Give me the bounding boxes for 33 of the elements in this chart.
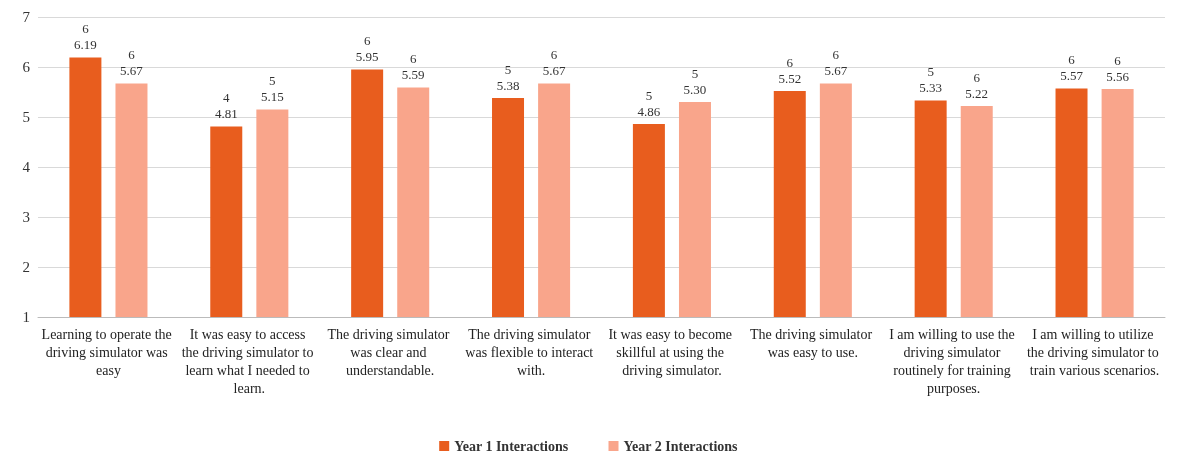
data-label: 6 5.52 bbox=[778, 54, 802, 86]
data-label: 5 5.15 bbox=[260, 73, 284, 104]
y-tick-label: 2 bbox=[22, 259, 30, 275]
x-tick-label: I am willing to utilize the driving simulator to train various scenarios. bbox=[1026, 326, 1163, 378]
data-label: 6 5.22 bbox=[965, 69, 989, 101]
legend-label: Year 2 Interactions bbox=[623, 438, 739, 454]
data-label: 5 4.86 bbox=[637, 87, 661, 119]
y-tick-label: 5 bbox=[22, 109, 30, 125]
y-tick-label: 4 bbox=[22, 159, 31, 175]
data-label: 6 5.67 bbox=[120, 47, 144, 78]
x-tick-label: I am willing to use the driving simulator routinely for training purposes. bbox=[889, 326, 1019, 396]
data-label: 6 5.56 bbox=[1106, 52, 1130, 84]
data-label: 6 5.95 bbox=[355, 33, 379, 64]
legend-label: Year 1 Interactions bbox=[454, 438, 569, 454]
data-label: 5 5.30 bbox=[683, 65, 707, 97]
x-tick-label: The driving simulator was clear and understandable. bbox=[327, 326, 453, 378]
data-label: 6 5.59 bbox=[401, 51, 425, 82]
data-label: 5 5.38 bbox=[496, 61, 520, 93]
data-label: 6 5.67 bbox=[824, 47, 848, 78]
y-tick-label: 7 bbox=[22, 9, 31, 25]
data-label: 6 5.57 bbox=[1060, 52, 1084, 83]
data-label: 6 6.19 bbox=[74, 21, 97, 52]
data-label: 5 5.33 bbox=[919, 64, 943, 95]
data-label: 6 5.67 bbox=[542, 47, 566, 78]
x-tick-label: The driving simulator was flexible to interact with. bbox=[465, 326, 597, 378]
x-tick-label: Learning to operate the driving simulator was easy bbox=[41, 326, 176, 378]
x-tick-label: The driving simulator was easy to use. bbox=[750, 326, 876, 360]
y-tick-label: 1 bbox=[22, 309, 30, 325]
x-tick-label: It was easy to become skillful at using the driving simulator. bbox=[608, 326, 736, 378]
y-tick-label: 6 bbox=[22, 59, 31, 75]
y-tick-label: 3 bbox=[22, 209, 30, 225]
data-label: 4 4.81 bbox=[214, 90, 238, 121]
x-tick-label: It was easy to access the driving simulator to learn what I needed to learn. bbox=[181, 326, 317, 396]
